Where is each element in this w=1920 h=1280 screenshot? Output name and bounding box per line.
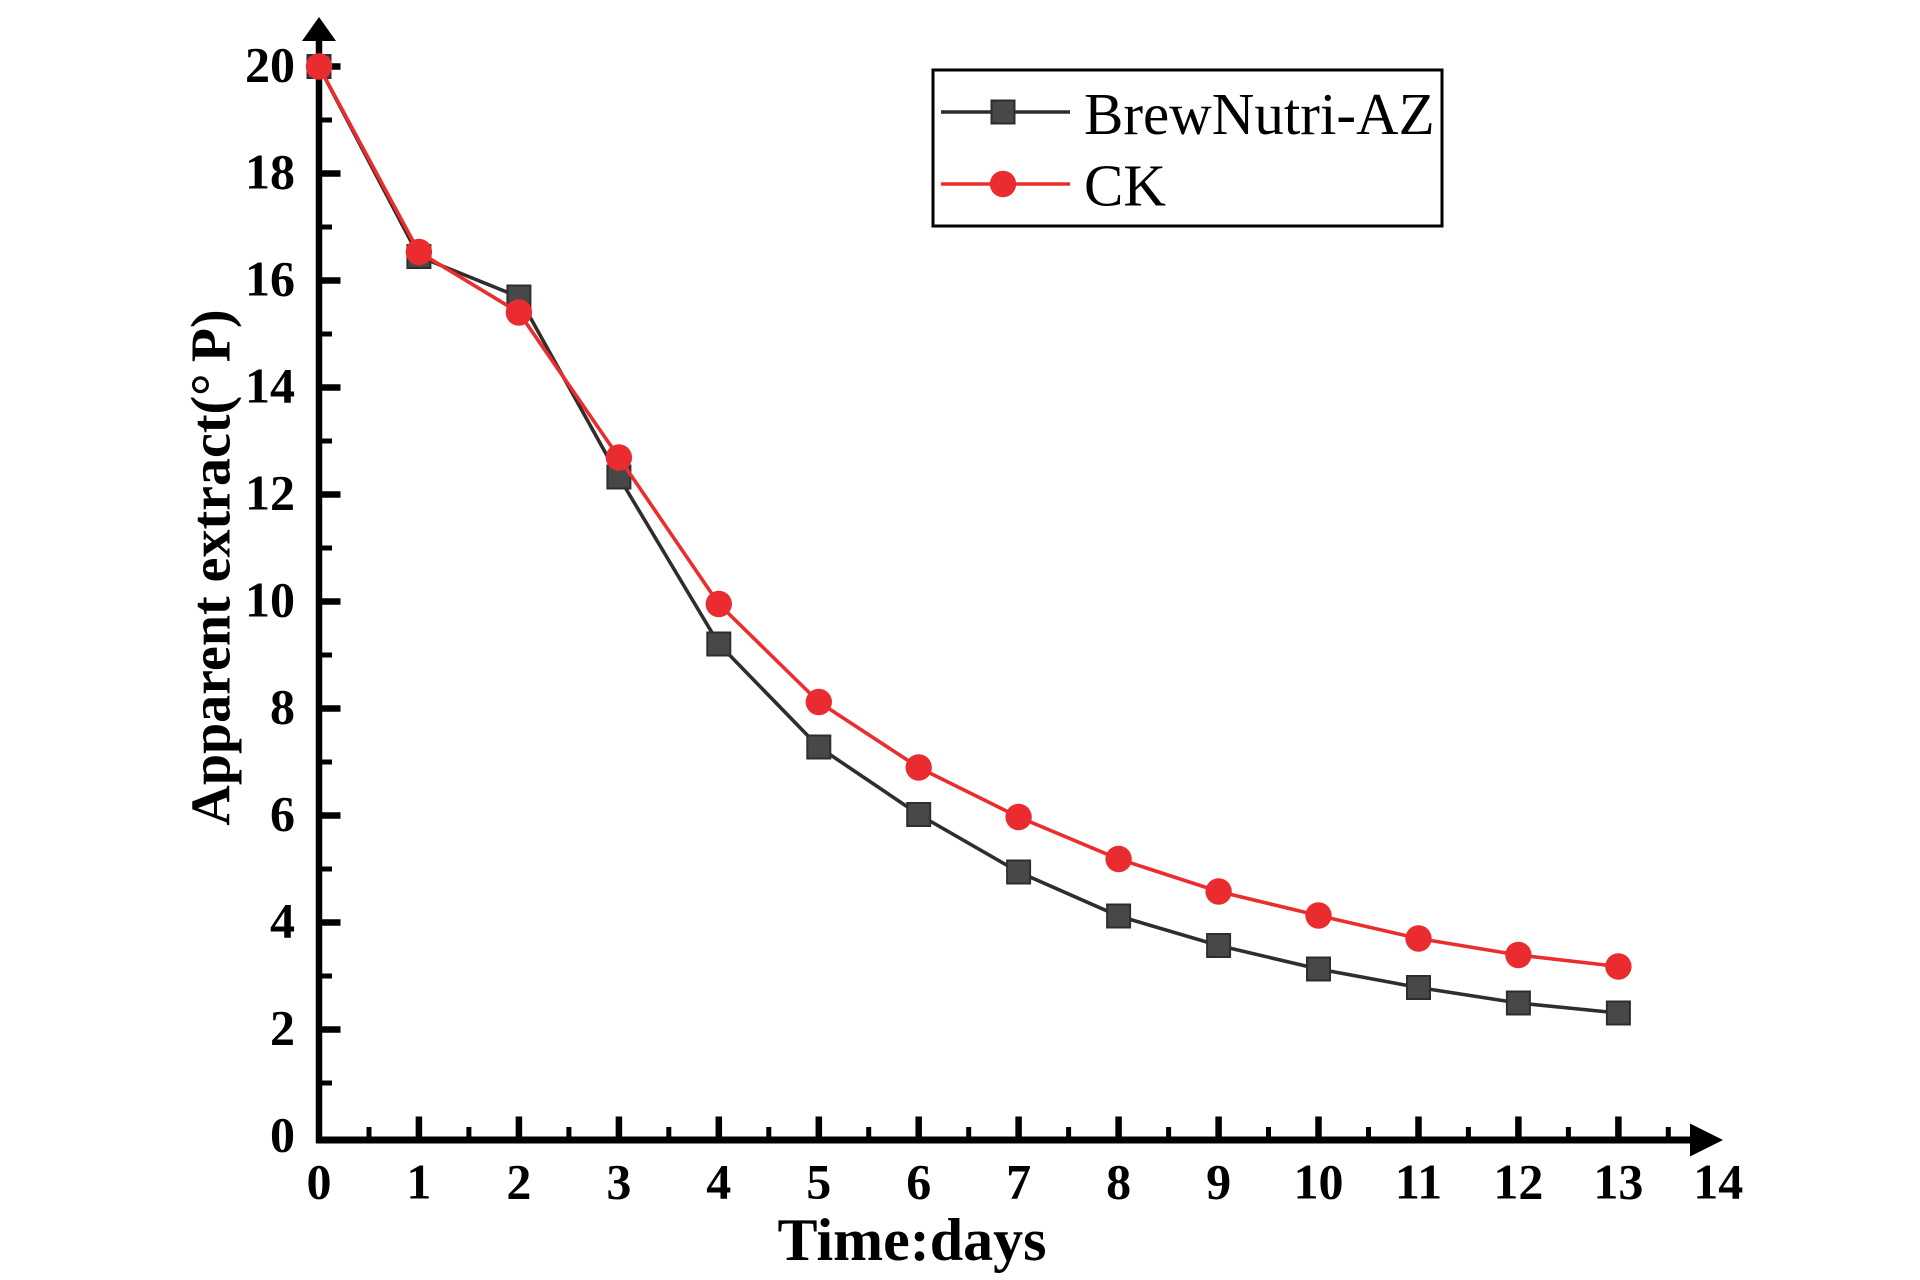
svg-text:10: 10 bbox=[245, 572, 295, 628]
svg-text:0: 0 bbox=[307, 1154, 332, 1210]
svg-text:16: 16 bbox=[245, 251, 295, 307]
svg-text:10: 10 bbox=[1294, 1154, 1344, 1210]
svg-text:8: 8 bbox=[1106, 1154, 1131, 1210]
svg-text:1: 1 bbox=[406, 1154, 431, 1210]
svg-text:14: 14 bbox=[1693, 1154, 1743, 1210]
svg-text:11: 11 bbox=[1395, 1154, 1442, 1210]
svg-text:2: 2 bbox=[270, 1000, 295, 1056]
svg-text:5: 5 bbox=[806, 1154, 831, 1210]
svg-text:0: 0 bbox=[270, 1107, 295, 1163]
svg-text:4: 4 bbox=[706, 1154, 731, 1210]
svg-text:9: 9 bbox=[1206, 1154, 1231, 1210]
svg-text:13: 13 bbox=[1593, 1154, 1643, 1210]
svg-text:6: 6 bbox=[906, 1154, 931, 1210]
svg-text:Apparent extract(° P): Apparent extract(° P) bbox=[181, 309, 243, 825]
svg-text:CK: CK bbox=[1084, 153, 1166, 219]
svg-text:7: 7 bbox=[1006, 1154, 1031, 1210]
svg-text:4: 4 bbox=[270, 893, 295, 949]
svg-text:6: 6 bbox=[270, 786, 295, 842]
svg-text:8: 8 bbox=[270, 679, 295, 735]
svg-text:2: 2 bbox=[506, 1154, 531, 1210]
svg-text:3: 3 bbox=[606, 1154, 631, 1210]
svg-text:12: 12 bbox=[1493, 1154, 1543, 1210]
svg-text:BrewNutri-AZ: BrewNutri-AZ bbox=[1084, 81, 1435, 147]
svg-text:14: 14 bbox=[245, 358, 295, 414]
svg-text:12: 12 bbox=[245, 465, 295, 521]
svg-text:Time:days: Time:days bbox=[778, 1207, 1047, 1273]
svg-text:18: 18 bbox=[245, 144, 295, 200]
svg-text:20: 20 bbox=[245, 37, 295, 93]
